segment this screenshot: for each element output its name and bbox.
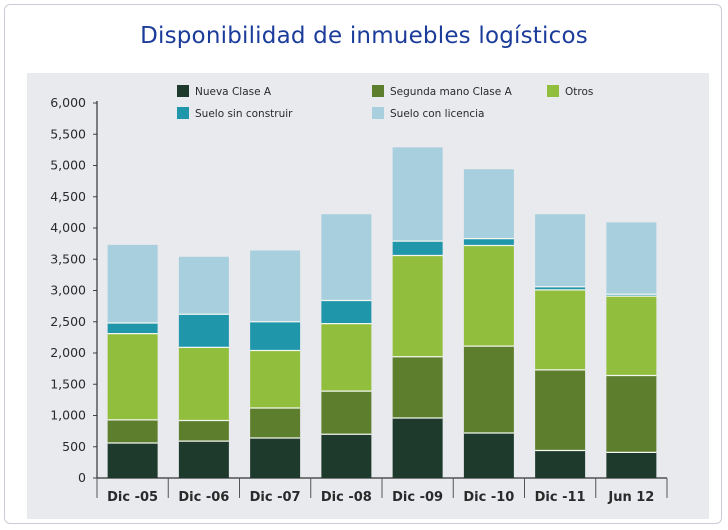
- bar-segment-otros: [178, 347, 229, 421]
- bar-segment-nueva-clase-a: [535, 450, 586, 478]
- legend-swatch: [372, 107, 384, 119]
- legend-label: Nueva Clase A: [195, 86, 272, 98]
- x-tick-label: Dic -05: [107, 490, 158, 505]
- y-tick-label: 1,500: [50, 376, 86, 391]
- bar-segment-segunda-mano-clase-a: [250, 408, 301, 438]
- bar-segment-segunda-mano-clase-a: [178, 420, 229, 442]
- y-tick-label: 4,500: [50, 189, 86, 204]
- legend-label: Otros: [565, 86, 593, 98]
- bar-segment-suelo-con-licencia: [392, 147, 443, 242]
- bar-segment-suelo-con-licencia: [535, 214, 586, 287]
- chart-title: Disponibilidad de inmuebles logísticos: [140, 23, 588, 49]
- y-tick-label: 3,000: [50, 283, 86, 298]
- x-tick-label: Dic -09: [392, 490, 443, 505]
- bar-segment-otros: [321, 323, 372, 392]
- bar-segment-segunda-mano-clase-a: [107, 419, 158, 443]
- y-tick-label: 3,500: [50, 251, 86, 266]
- chart-frame: Disponibilidad de inmuebles logísticos 0…: [4, 4, 722, 524]
- bar-segment-suelo-sin-construir: [463, 238, 514, 246]
- y-tick-label: 2,500: [50, 314, 86, 329]
- x-tick-label: Dic -11: [535, 490, 586, 505]
- y-tick-label: 5,000: [50, 158, 86, 173]
- bar-segment-nueva-clase-a: [107, 443, 158, 478]
- bar-segment-suelo-sin-construir: [535, 286, 586, 290]
- x-tick-label: Dic -08: [321, 490, 372, 505]
- bar-segment-suelo-sin-construir: [250, 321, 301, 351]
- bar-segment-segunda-mano-clase-a: [463, 346, 514, 433]
- bar-segment-suelo-con-licencia: [250, 250, 301, 322]
- bar-segment-suelo-sin-construir: [606, 294, 657, 297]
- legend-label: Suelo sin construir: [195, 108, 293, 120]
- bar-segment-suelo-con-licencia: [463, 169, 514, 239]
- bar-segment-otros: [392, 255, 443, 357]
- bar-segment-nueva-clase-a: [178, 441, 229, 478]
- x-tick-label: Dic -07: [250, 490, 301, 505]
- legend-label: Segunda mano Clase A: [390, 86, 513, 98]
- bar-segment-nueva-clase-a: [250, 438, 301, 478]
- bar-segment-segunda-mano-clase-a: [606, 375, 657, 453]
- legend-label: Suelo con licencia: [390, 108, 485, 120]
- x-tick-label: Dic -10: [463, 490, 514, 505]
- bar-segment-nueva-clase-a: [321, 434, 372, 478]
- bar-segment-segunda-mano-clase-a: [321, 391, 372, 435]
- y-tick-label: 6,000: [50, 95, 86, 110]
- bar-segment-nueva-clase-a: [463, 433, 514, 478]
- bar-segment-otros: [535, 289, 586, 370]
- bar-segment-suelo-con-licencia: [107, 244, 158, 323]
- plot-area: 0 500 1,000 1,500 2,000 2,500 3,000 3,500 4,000 4…: [27, 73, 709, 519]
- bar-segment-otros: [606, 296, 657, 376]
- stacked-bar-chart: 0 500 1,000 1,500 2,000 2,500 3,000 3,500 4,000 4…: [50, 85, 668, 505]
- y-tick-label: 0: [78, 470, 86, 485]
- bar-segment-suelo-con-licencia: [178, 256, 229, 315]
- bar-segment-nueva-clase-a: [392, 418, 443, 478]
- legend-swatch: [372, 85, 384, 97]
- bar-segment-otros: [463, 245, 514, 347]
- legend-swatch: [177, 85, 189, 97]
- y-tick-label: 1,000: [50, 408, 86, 423]
- bar-segment-suelo-sin-construir: [178, 314, 229, 348]
- y-tick-label: 2,000: [50, 345, 86, 360]
- bar-segment-suelo-sin-construir: [321, 300, 372, 324]
- bar-segment-suelo-sin-construir: [392, 241, 443, 256]
- y-tick-label: 500: [62, 439, 86, 454]
- bar-segment-suelo-sin-construir: [107, 323, 158, 334]
- y-tick-label: 5,500: [50, 126, 86, 141]
- bar-segment-otros: [250, 350, 301, 408]
- y-tick-label: 4,000: [50, 220, 86, 235]
- x-tick-label: Dic -06: [178, 490, 229, 505]
- bar-segment-segunda-mano-clase-a: [535, 369, 586, 451]
- legend-swatch: [177, 107, 189, 119]
- x-tick-label: Jun 12: [607, 490, 654, 505]
- legend-swatch: [547, 85, 559, 97]
- bar-segment-suelo-con-licencia: [321, 214, 372, 301]
- bar-segment-nueva-clase-a: [606, 452, 657, 478]
- bar-segment-segunda-mano-clase-a: [392, 356, 443, 418]
- bar-segment-suelo-con-licencia: [606, 222, 657, 295]
- bar-segment-otros: [107, 333, 158, 420]
